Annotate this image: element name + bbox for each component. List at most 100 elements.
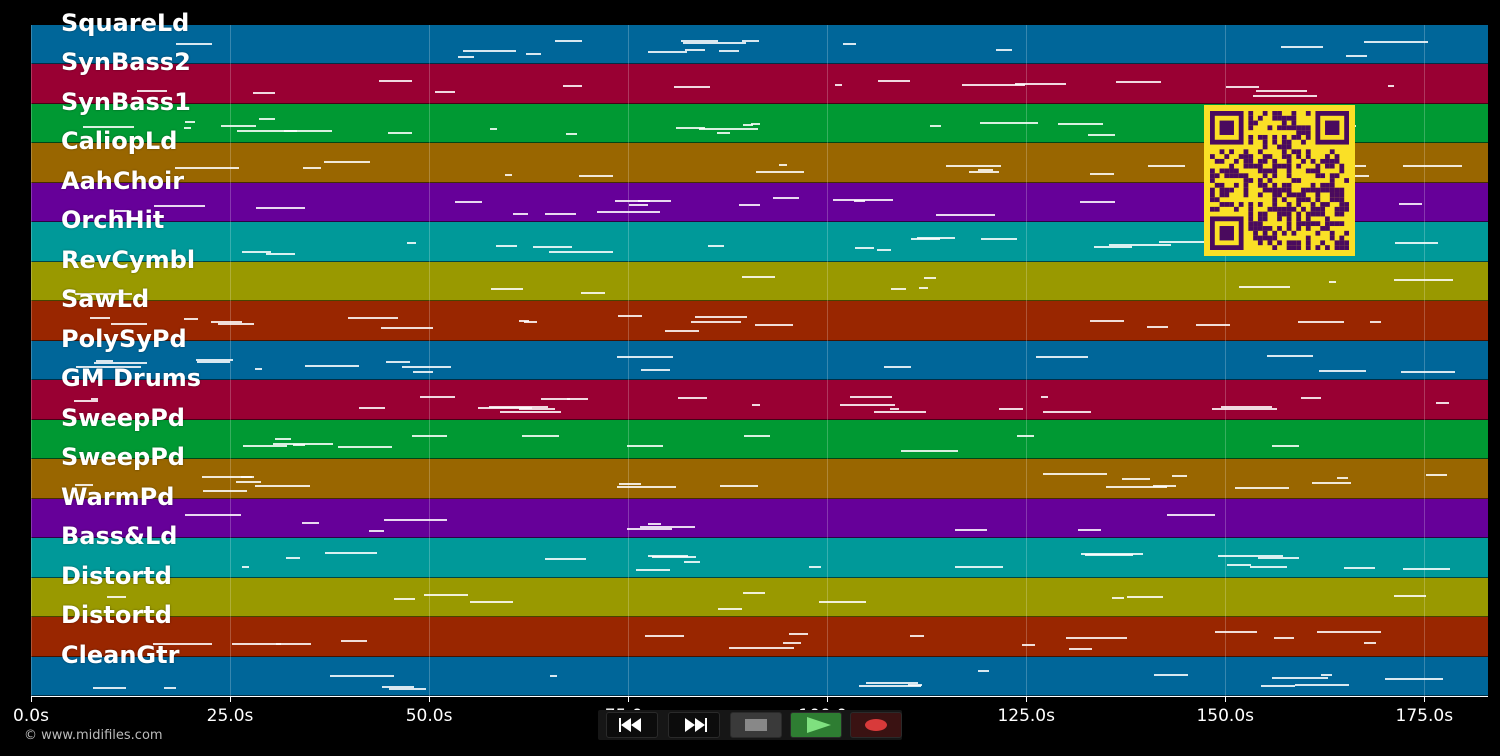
track-lane[interactable]	[31, 656, 1488, 696]
qr-module	[1248, 115, 1254, 121]
note-mark	[254, 484, 310, 487]
record-button[interactable]	[850, 712, 902, 738]
qr-module	[1272, 230, 1278, 236]
note-mark	[1274, 637, 1294, 640]
note-mark	[1388, 84, 1395, 87]
play-button[interactable]	[790, 712, 842, 738]
stop-button[interactable]	[730, 712, 782, 738]
note-mark	[924, 277, 937, 280]
track-lane[interactable]	[31, 64, 1488, 104]
note-mark	[718, 608, 742, 611]
note-mark	[916, 237, 956, 240]
qr-module	[1334, 211, 1340, 217]
qr-module	[1286, 125, 1292, 131]
track-lane[interactable]	[31, 25, 1488, 65]
qr-module	[1286, 144, 1292, 150]
qr-module	[1329, 230, 1335, 236]
qr-module	[1291, 178, 1297, 183]
note-mark	[1089, 173, 1115, 176]
qr-module	[1267, 125, 1273, 131]
note-mark	[92, 686, 127, 689]
note-mark	[891, 287, 906, 290]
track-lane[interactable]	[31, 498, 1488, 539]
qr-module	[1267, 168, 1273, 174]
qr-module	[1224, 168, 1230, 174]
qr-module	[1219, 192, 1225, 198]
qr-module	[1315, 168, 1321, 174]
qr-module	[1286, 245, 1292, 250]
qr-module	[1281, 206, 1287, 212]
note-mark	[961, 84, 1026, 87]
qr-module	[1248, 163, 1254, 169]
track-lane[interactable]	[31, 459, 1488, 499]
qr-module	[1243, 173, 1249, 179]
note-mark	[1215, 631, 1258, 634]
note-mark	[877, 248, 892, 251]
track-lane[interactable]	[31, 577, 1488, 618]
note-mark	[1295, 683, 1350, 686]
track-label: Distortd	[61, 601, 172, 630]
qr-module	[1262, 226, 1268, 231]
note-mark	[1234, 487, 1290, 490]
qr-module	[1210, 168, 1215, 174]
qr-module	[1210, 154, 1215, 159]
track-lane[interactable]	[31, 538, 1488, 578]
note-mark	[1094, 245, 1132, 248]
qr-module	[1248, 178, 1254, 183]
note-mark	[853, 199, 865, 202]
note-mark	[1255, 89, 1307, 92]
qr-module	[1339, 197, 1345, 203]
track-lane[interactable]	[31, 340, 1488, 381]
note-mark	[544, 212, 576, 215]
note-mark	[1167, 514, 1215, 517]
note-mark	[1115, 80, 1162, 83]
note-mark	[1106, 485, 1167, 488]
track-label: SynBass1	[61, 87, 191, 116]
rewind-button[interactable]	[606, 712, 658, 738]
note-mark	[185, 513, 241, 516]
track-lane[interactable]	[31, 380, 1488, 420]
qr-module	[1262, 173, 1268, 179]
track-lane[interactable]	[31, 301, 1488, 341]
fast-forward-button[interactable]	[668, 712, 720, 738]
qr-module	[1248, 120, 1254, 126]
qr-module	[1320, 211, 1326, 217]
note-mark	[1195, 324, 1230, 327]
axis-tick	[1424, 696, 1426, 702]
note-mark	[567, 398, 589, 401]
time-axis-line	[31, 696, 1488, 697]
track-lane[interactable]	[31, 419, 1488, 460]
qr-module	[1214, 158, 1220, 164]
grid-line	[1225, 25, 1227, 696]
qr-module	[1277, 111, 1282, 116]
qr-module	[1262, 144, 1268, 150]
track-lane[interactable]	[31, 617, 1488, 657]
fast-forward-icon	[685, 718, 707, 732]
qr-module	[1257, 134, 1263, 140]
note-mark	[996, 48, 1012, 51]
note-mark	[462, 50, 516, 53]
qr-module	[1334, 221, 1340, 227]
note-mark	[1384, 677, 1444, 680]
note-mark	[1225, 86, 1259, 89]
note-mark	[683, 560, 701, 563]
track-lane[interactable]	[31, 261, 1488, 302]
qr-module	[1320, 240, 1326, 246]
axis-tick-label: 50.0s	[405, 706, 453, 726]
note-mark	[1065, 637, 1127, 640]
qr-module	[1339, 187, 1345, 193]
note-mark	[455, 200, 482, 203]
note-mark	[1239, 285, 1291, 288]
qr-module	[1305, 245, 1311, 250]
note-mark	[647, 555, 688, 558]
note-mark	[980, 121, 1039, 124]
qr-module	[1272, 134, 1278, 140]
note-mark	[1336, 476, 1349, 479]
qr-module	[1281, 134, 1287, 140]
qr-module	[1325, 158, 1330, 164]
note-mark	[283, 130, 333, 133]
qr-module	[1339, 192, 1345, 198]
note-mark	[325, 552, 377, 555]
note-mark	[259, 117, 276, 120]
qr-module	[1296, 197, 1302, 203]
